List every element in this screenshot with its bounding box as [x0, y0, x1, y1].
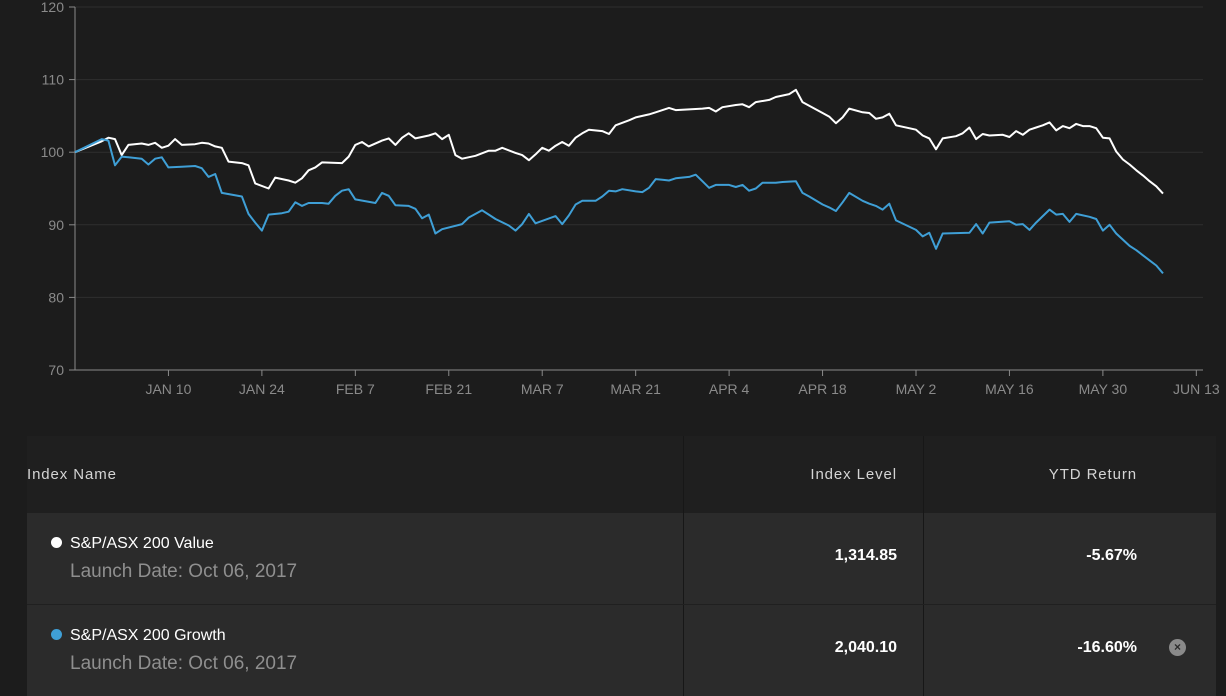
row-level-cell: 2,040.10: [683, 605, 924, 696]
x-tick-label: JUN 13: [1173, 381, 1220, 397]
x-tick-label: JAN 24: [239, 381, 285, 397]
launch-date: Launch Date: Oct 06, 2017: [70, 653, 298, 674]
index-performance-chart: 70 80 90 100 110 120 JAN 10 JAN 24 FEB 7 FEB 21 MA…: [41, 0, 1220, 397]
row-name-cell: S&P/ASX 200 Value Launch Date: Oct 06, 2…: [27, 513, 683, 604]
x-tick-label: FEB 21: [425, 381, 472, 397]
index-level-value: 1,314.85: [834, 547, 897, 564]
index-table: Index Name Index Level YTD Return S&P/AS…: [27, 436, 1216, 696]
x-tick-label: MAR 7: [521, 381, 564, 397]
series-color-dot: [51, 537, 62, 548]
ytd-return-value: -16.60%: [1077, 639, 1137, 656]
row-ytd-cell: -16.60% ×: [923, 605, 1217, 696]
x-tick-label: MAY 2: [896, 381, 937, 397]
x-tick-label: APR 4: [709, 381, 750, 397]
header-index-level-label: Index Level: [810, 466, 897, 483]
table-row[interactable]: S&P/ASX 200 Growth Launch Date: Oct 06, …: [27, 605, 1216, 696]
series-line-0: [74, 88, 1164, 195]
y-tick-label: 70: [48, 362, 64, 378]
header-ytd-return[interactable]: YTD Return: [923, 436, 1217, 513]
y-tick-label: 120: [41, 0, 65, 15]
x-tick-label: FEB 7: [336, 381, 375, 397]
header-index-name: Index Name: [27, 436, 683, 513]
remove-index-close-icon[interactable]: ×: [1169, 639, 1186, 656]
x-tick-label: JAN 10: [145, 381, 191, 397]
index-level-value: 2,040.10: [834, 639, 897, 656]
y-tick-label: 90: [48, 217, 64, 233]
header-index-name-label: Index Name: [27, 466, 117, 483]
launch-date: Launch Date: Oct 06, 2017: [70, 561, 298, 582]
y-tick-label: 80: [48, 289, 64, 305]
table-row[interactable]: S&P/ASX 200 Value Launch Date: Oct 06, 2…: [27, 513, 1216, 605]
x-tick-label: MAY 30: [1079, 381, 1128, 397]
line-chart: 70 80 90 100 110 120 JAN 10 JAN 24 FEB 7 FEB 21 MA…: [41, 0, 1220, 397]
series-line-1: [74, 138, 1164, 275]
x-tick-label: MAY 16: [985, 381, 1034, 397]
header-index-level[interactable]: Index Level: [683, 436, 924, 513]
x-tick-label: APR 18: [798, 381, 846, 397]
series-color-dot: [51, 629, 62, 640]
y-tick-label: 110: [42, 72, 65, 88]
row-ytd-cell: -5.67%: [923, 513, 1217, 604]
index-name: S&P/ASX 200 Growth: [70, 627, 226, 644]
row-name-cell: S&P/ASX 200 Growth Launch Date: Oct 06, …: [27, 605, 683, 696]
ytd-return-value: -5.67%: [1086, 547, 1137, 564]
table-header: Index Name Index Level YTD Return: [27, 436, 1216, 513]
row-level-cell: 1,314.85: [683, 513, 924, 604]
index-name: S&P/ASX 200 Value: [70, 535, 214, 552]
x-tick-label: MAR 21: [610, 381, 661, 397]
header-ytd-return-label: YTD Return: [1048, 466, 1137, 483]
y-tick-label: 100: [41, 144, 65, 160]
